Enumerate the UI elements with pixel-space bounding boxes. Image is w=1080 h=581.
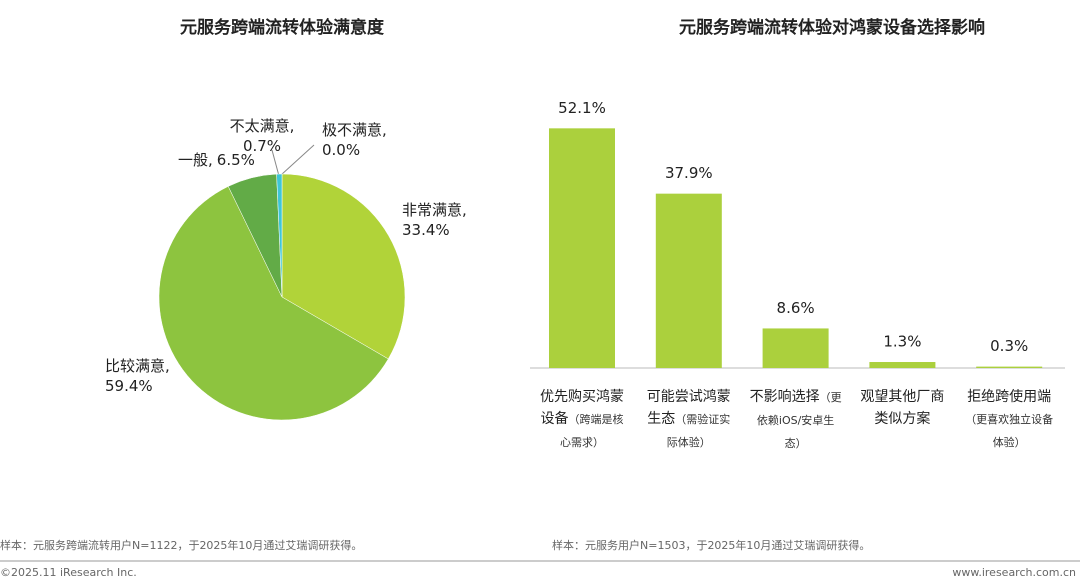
x-tick-label: 拒绝跨使用端 （更喜欢独立设备体验） bbox=[963, 386, 1055, 454]
category-note: （更喜欢独立设备体验） bbox=[965, 413, 1054, 449]
value-label: 52.1% bbox=[558, 99, 606, 117]
category-label: 一般, bbox=[178, 151, 213, 169]
category-note: （跨端是核心需求） bbox=[560, 413, 624, 449]
value-label: 0.7% bbox=[243, 137, 281, 155]
bar bbox=[869, 362, 936, 368]
category-label: 可能尝试鸿蒙生态 bbox=[646, 389, 731, 427]
value-label: 6.5% bbox=[217, 151, 255, 169]
category-label: 观望其他厂商类似方案 bbox=[860, 389, 945, 427]
bar bbox=[976, 366, 1043, 368]
leader-line bbox=[271, 149, 280, 177]
category-label: 不影响选择 bbox=[749, 389, 820, 405]
bar bbox=[549, 128, 615, 368]
chart-title: 元服务跨端流转体验对鸿蒙设备选择影响 bbox=[679, 17, 985, 38]
copyright: ©2025.11 iResearch Inc. bbox=[0, 566, 137, 579]
pie-label: 不太满意, 0.7% bbox=[230, 117, 295, 155]
category-label: 比较满意, bbox=[105, 357, 170, 375]
pie-label: 比较满意, 59.4% bbox=[105, 357, 170, 395]
x-tick-label: 不影响选择（更依赖iOS/安卓生态） bbox=[750, 386, 842, 455]
note: 样本：元服务跨端流转用户N=1122，于2025年10月通过艾瑞调研获得。 bbox=[0, 538, 362, 552]
pie-slice bbox=[276, 173, 283, 298]
pie-slice bbox=[158, 186, 389, 421]
value-label: 37.9% bbox=[665, 164, 713, 182]
pie-label: 一般, 6.5% bbox=[178, 151, 255, 169]
note: 样本：元服务用户N=1503，于2025年10月通过艾瑞调研获得。 bbox=[552, 538, 870, 552]
category-note: （需验证实际体验） bbox=[666, 413, 731, 449]
pie-label: 非常满意, 33.4% bbox=[402, 201, 467, 239]
value-label: 8.6% bbox=[777, 299, 815, 317]
value-label: 33.4% bbox=[402, 221, 450, 239]
bar bbox=[655, 193, 722, 368]
chart-title: 元服务跨端流转体验满意度 bbox=[180, 17, 385, 38]
x-tick-label: 优先购买鸿蒙设备（跨端是核心需求） bbox=[536, 386, 628, 454]
bar bbox=[762, 328, 829, 368]
value-label: 1.3% bbox=[883, 333, 921, 351]
x-tick-label: 可能尝试鸿蒙生态（需验证实际体验） bbox=[643, 386, 735, 454]
x-tick-label: 观望其他厂商类似方案 bbox=[856, 386, 948, 430]
value-label: 59.4% bbox=[105, 377, 153, 395]
pie-slice bbox=[281, 173, 406, 360]
website: www.iresearch.com.cn bbox=[952, 566, 1076, 579]
category-label: 拒绝跨使用端 bbox=[967, 389, 1052, 405]
value-label: 0.3% bbox=[990, 337, 1028, 355]
category-label: 非常满意, bbox=[402, 201, 467, 219]
category-label: 极不满意, bbox=[322, 121, 387, 139]
category-note: （更依赖iOS/安卓生态） bbox=[756, 391, 842, 450]
leader-line bbox=[280, 144, 315, 176]
category-label: 优先购买鸿蒙设备 bbox=[540, 389, 624, 427]
category-label: 不太满意, bbox=[230, 117, 295, 135]
pie-label: 极不满意, 0.0% bbox=[322, 121, 387, 159]
value-label: 0.0% bbox=[322, 141, 360, 159]
